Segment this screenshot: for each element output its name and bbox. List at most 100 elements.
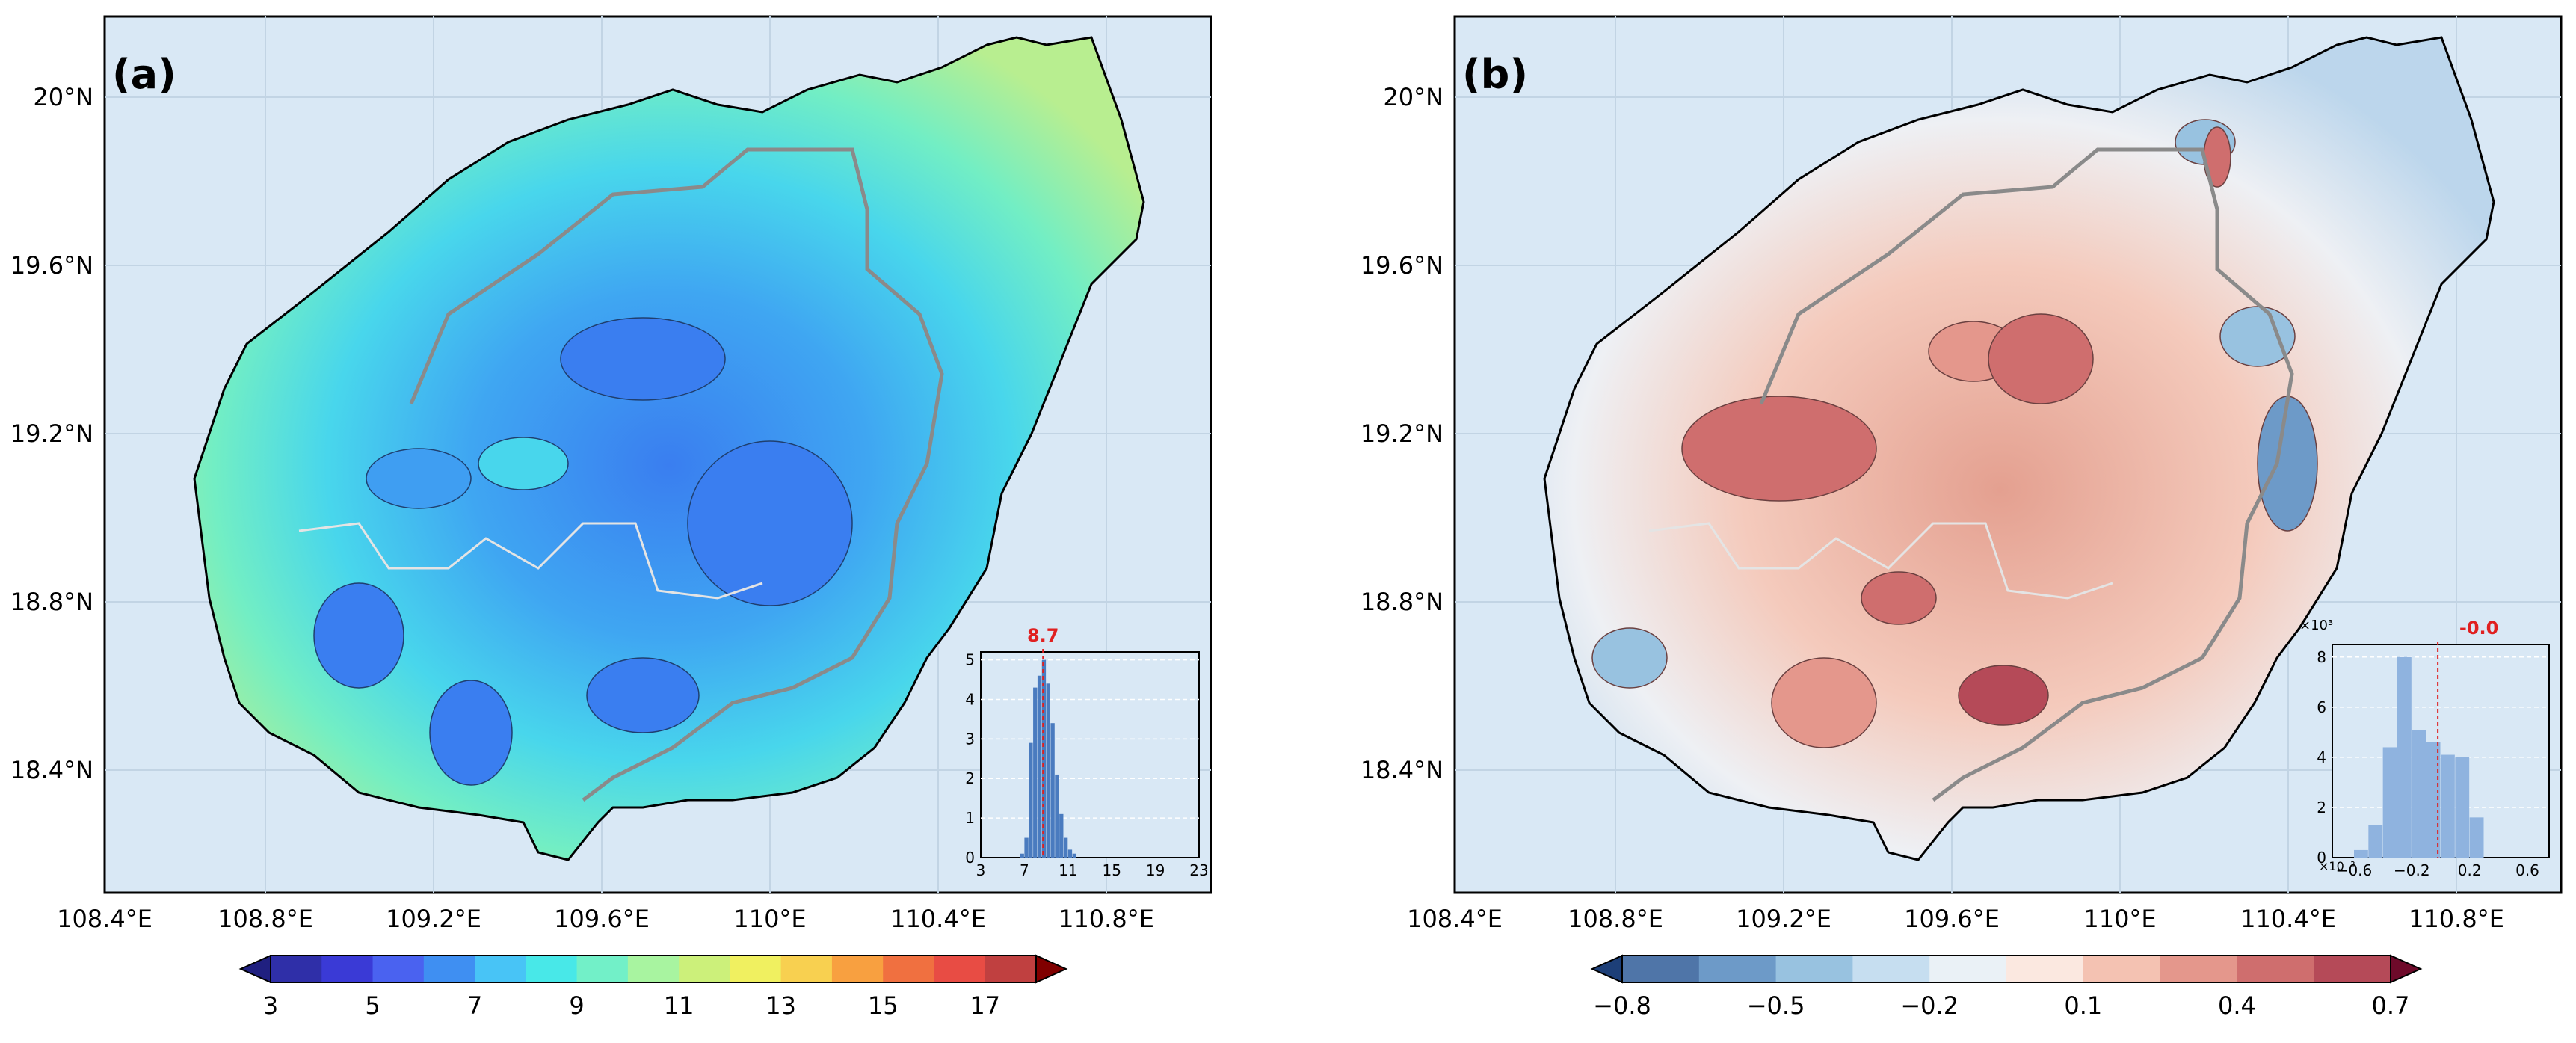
colorbar-cell bbox=[475, 956, 526, 982]
inset-y-tick-label: 3 bbox=[965, 730, 975, 748]
inset-y-tick-label: 6 bbox=[2317, 698, 2326, 716]
colorbar-cell bbox=[627, 956, 680, 982]
histogram-bar bbox=[1020, 853, 1024, 858]
histogram-bar bbox=[2412, 730, 2426, 858]
x-axis-labels-a: 108.4°E 108.8°E 109.2°E 109.6°E 110°E 11… bbox=[57, 905, 1154, 933]
x-tick-label: 108.4°E bbox=[57, 905, 152, 933]
histogram-bar bbox=[1041, 659, 1047, 858]
colorbar-cell bbox=[679, 956, 730, 982]
y-tick-label: 18.8°N bbox=[1361, 588, 1443, 616]
x-tick-label: 109.6°E bbox=[1904, 905, 2000, 933]
x-tick-label: 110°E bbox=[2083, 905, 2156, 933]
colorbar-tick-label: 0.4 bbox=[2218, 991, 2256, 1020]
contour-regions-a bbox=[313, 317, 853, 786]
x-tick-label: 110.8°E bbox=[2409, 905, 2504, 933]
histogram-bar bbox=[1024, 837, 1029, 858]
colorbar-tick-label: 15 bbox=[868, 991, 899, 1020]
colorbar-cell bbox=[372, 956, 425, 982]
inset-x-tick-label: −0.6 bbox=[2336, 861, 2373, 879]
x-tick-label: 109.2°E bbox=[1736, 905, 1831, 933]
colorbar-tick-label: 9 bbox=[569, 991, 584, 1020]
inset-mean-label: -0.0 bbox=[2459, 618, 2498, 639]
inset-x-tick-label: 7 bbox=[1020, 861, 1029, 879]
inset-y-tick-label: 2 bbox=[965, 769, 975, 787]
contour-regions-b bbox=[1591, 119, 2318, 748]
y-tick-label: 18.4°N bbox=[1361, 756, 1443, 784]
x-axis-labels-b: 108.4°E 108.8°E 109.2°E 109.6°E 110°E 11… bbox=[1407, 905, 2504, 933]
histogram-bar bbox=[1029, 742, 1033, 858]
x-tick-label: 109.6°E bbox=[554, 905, 650, 933]
colorbar-cell bbox=[423, 956, 475, 982]
colorbar-cell bbox=[2083, 956, 2161, 982]
inset-x-tick-label: 23 bbox=[1189, 861, 1208, 879]
y-tick-label: 19.2°N bbox=[1361, 419, 1443, 448]
inset-y-tick-label: 1 bbox=[965, 809, 975, 827]
inset-y-tick-label: 0 bbox=[965, 849, 975, 867]
colorbar-cell bbox=[985, 956, 1037, 982]
colorbar-tick-label: 11 bbox=[664, 991, 694, 1020]
y-tick-label: 19.6°N bbox=[10, 251, 93, 280]
hainan-island-b bbox=[1543, 36, 2495, 861]
panel-label-a: (a) bbox=[112, 51, 176, 98]
histogram-bar bbox=[2455, 757, 2470, 858]
inset-x-tick-label: 3 bbox=[976, 861, 986, 879]
y-tick-label: 20°N bbox=[1383, 83, 1443, 111]
inset-y-tick-label: 2 bbox=[2317, 799, 2326, 816]
x-tick-label: 108.8°E bbox=[1568, 905, 1663, 933]
y-tick-label: 18.4°N bbox=[10, 756, 93, 784]
colorbar-tick-label: 5 bbox=[365, 991, 380, 1020]
x-tick-label: 110°E bbox=[733, 905, 806, 933]
histogram-bar bbox=[2354, 849, 2368, 858]
colorbar-tick-label: 3 bbox=[263, 991, 278, 1020]
y-tick-label: 20°N bbox=[33, 83, 93, 111]
inset-y-tick-label: 5 bbox=[965, 651, 975, 669]
inset-y-ticks: 0 1 2 3 4 5 bbox=[965, 651, 975, 867]
colorbar-extend-low bbox=[1590, 954, 1623, 984]
colorbar-frame bbox=[1621, 955, 2391, 983]
histogram-bar bbox=[2397, 656, 2412, 858]
colorbar-cell bbox=[831, 956, 884, 982]
colorbar-extend-low bbox=[238, 954, 271, 984]
panel-b: (b) 20°N 19.6°N 19.2°N 18.8°N 18.4°N 108… bbox=[1361, 15, 2563, 1020]
histogram-bar bbox=[1055, 774, 1059, 858]
colorbar-cell bbox=[883, 956, 934, 982]
inset-x-ticks: −0.6 −0.2 0.2 0.6 bbox=[2336, 861, 2539, 879]
histogram-bar bbox=[1050, 723, 1055, 858]
inset-y-tick-label: 4 bbox=[2317, 748, 2326, 766]
colorbar-cell bbox=[1852, 956, 1930, 982]
histogram-bar bbox=[2368, 825, 2383, 858]
colorbar-cell bbox=[576, 956, 629, 982]
panel-label-b: (b) bbox=[1462, 51, 1528, 98]
colorbar-cell bbox=[2160, 956, 2237, 982]
histogram-bar bbox=[1059, 813, 1064, 858]
histogram-bar bbox=[2469, 817, 2484, 858]
colorbar-tick-label: −0.5 bbox=[1747, 991, 1805, 1020]
inset-y-ticks: 0 2 4 6 8 bbox=[2317, 648, 2326, 867]
histogram-bar bbox=[1037, 675, 1042, 858]
colorbar-cell bbox=[780, 956, 833, 982]
colorbar-cell bbox=[934, 956, 986, 982]
colorbar-tick-label: 13 bbox=[765, 991, 796, 1020]
histogram-bar bbox=[1063, 837, 1068, 858]
x-tick-label: 110.4°E bbox=[890, 905, 986, 933]
colorbar-cell bbox=[1775, 956, 1853, 982]
panel-a: (a) 20°N 19.6°N 19.2°N 18.8°N 18.4°N 108… bbox=[10, 15, 1212, 1020]
inset-x-multiplier: ×10⁻² bbox=[2319, 859, 2355, 873]
colorbar-cells bbox=[1622, 956, 2391, 982]
y-tick-label: 19.6°N bbox=[1361, 251, 1443, 280]
colorbar-tick-label: 7 bbox=[467, 991, 482, 1020]
inset-x-ticks: 3 7 11 15 19 23 bbox=[976, 861, 1209, 879]
inset-mean-label: 8.7 bbox=[1027, 625, 1059, 646]
inset-frame bbox=[980, 651, 1200, 858]
colorbar-tick-label: 0.1 bbox=[2064, 991, 2102, 1020]
inset-x-tick-label: 19 bbox=[1146, 861, 1165, 879]
inset-y-tick-label: 0 bbox=[2317, 849, 2326, 867]
colorbar-tick-label: 0.7 bbox=[2372, 991, 2410, 1020]
colorbar-extend-high bbox=[1035, 954, 1068, 984]
inset-x-tick-label: −0.2 bbox=[2394, 861, 2430, 879]
inset-y-tick-label: 4 bbox=[965, 690, 975, 708]
colorbar-cell bbox=[526, 956, 578, 982]
inset-histogram-a: 8.7 0 1 2 3 4 5 3 7 11 15 19 23 bbox=[965, 625, 1208, 879]
colorbar-cell bbox=[271, 956, 322, 982]
